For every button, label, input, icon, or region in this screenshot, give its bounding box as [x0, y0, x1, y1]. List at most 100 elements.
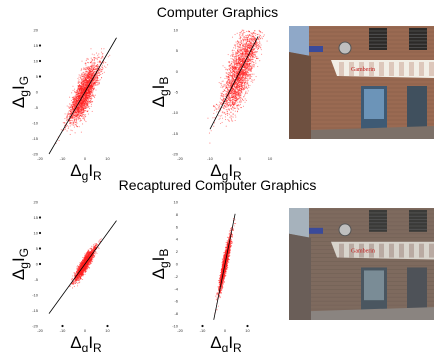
data-point [257, 48, 259, 50]
data-point [248, 58, 250, 60]
data-point [240, 52, 242, 54]
data-point [251, 43, 253, 45]
data-point [86, 93, 88, 95]
data-point [76, 108, 79, 110]
data-point [227, 106, 229, 108]
data-point [237, 83, 239, 85]
data-point [78, 79, 80, 81]
data-point [94, 62, 96, 64]
data-point [95, 77, 97, 79]
data-point [224, 95, 226, 97]
data-point [81, 85, 83, 87]
data-point [70, 105, 72, 107]
data-point [233, 61, 235, 63]
data-point [239, 61, 241, 63]
x-tick-label: -20 [177, 156, 184, 161]
data-point [73, 100, 75, 102]
data-point [266, 40, 268, 42]
data-point [101, 66, 103, 68]
data-point [251, 32, 253, 34]
data-point [225, 88, 227, 90]
data-point [245, 43, 247, 45]
data-point [236, 79, 238, 81]
data-point [228, 90, 230, 92]
data-point [247, 83, 249, 85]
data-point [214, 107, 216, 109]
data-point [241, 64, 243, 66]
data-point [96, 64, 98, 66]
data-point [220, 82, 222, 84]
data-point [80, 74, 82, 76]
data-point [247, 46, 249, 48]
data-point [92, 83, 94, 85]
data-point [234, 66, 236, 69]
data-point [82, 89, 84, 91]
data-point [242, 45, 245, 47]
data-point [232, 105, 234, 108]
data-point [236, 32, 238, 34]
data-point [226, 76, 228, 78]
data-point [222, 101, 224, 103]
data-point [87, 96, 89, 98]
y-tick-label: -20 [172, 152, 179, 157]
data-point [224, 106, 227, 108]
data-point [240, 61, 242, 63]
data-point [228, 85, 230, 87]
data-point [227, 104, 229, 106]
data-point [242, 47, 244, 49]
data-point [94, 80, 96, 82]
data-point [69, 96, 71, 98]
data-point [241, 35, 243, 37]
data-point [68, 107, 70, 109]
data-point [220, 77, 222, 79]
data-point [249, 76, 251, 78]
data-point [94, 78, 97, 80]
data-point [239, 72, 242, 74]
data-point [73, 119, 76, 121]
data-point [234, 110, 236, 112]
data-point [72, 106, 74, 108]
data-point [85, 64, 87, 66]
data-point [86, 100, 88, 102]
data-point [66, 118, 68, 120]
data-point [83, 68, 85, 70]
y-tick-label: -20 [32, 324, 39, 329]
data-point [79, 88, 81, 90]
data-point [98, 56, 100, 58]
data-point [229, 73, 231, 75]
data-point [257, 46, 260, 48]
data-point [80, 70, 82, 72]
data-point [226, 91, 228, 93]
data-point [90, 91, 93, 94]
data-point [78, 116, 80, 118]
data-point [232, 52, 234, 54]
data-point [78, 84, 80, 87]
data-point [81, 92, 83, 94]
data-point [94, 94, 96, 96]
data-point [80, 104, 82, 106]
data-point [230, 75, 232, 78]
data-point [93, 62, 95, 64]
data-point [236, 107, 238, 109]
data-point [230, 55, 232, 57]
data-point [83, 86, 85, 88]
data-point [243, 99, 245, 101]
data-point [229, 102, 231, 104]
data-point [83, 100, 85, 102]
data-point [220, 122, 222, 125]
data-point [234, 90, 236, 92]
data-point [231, 75, 233, 77]
data-point [90, 88, 92, 91]
data-point [87, 111, 89, 113]
data-point [85, 104, 87, 106]
data-point [228, 61, 230, 63]
data-point [242, 51, 244, 53]
data-point [218, 104, 220, 106]
data-point [92, 85, 94, 87]
data-point [102, 67, 104, 69]
data-point [234, 103, 236, 105]
data-point [241, 50, 243, 52]
data-point [92, 66, 94, 68]
data-point [245, 35, 248, 37]
data-point [73, 114, 76, 116]
